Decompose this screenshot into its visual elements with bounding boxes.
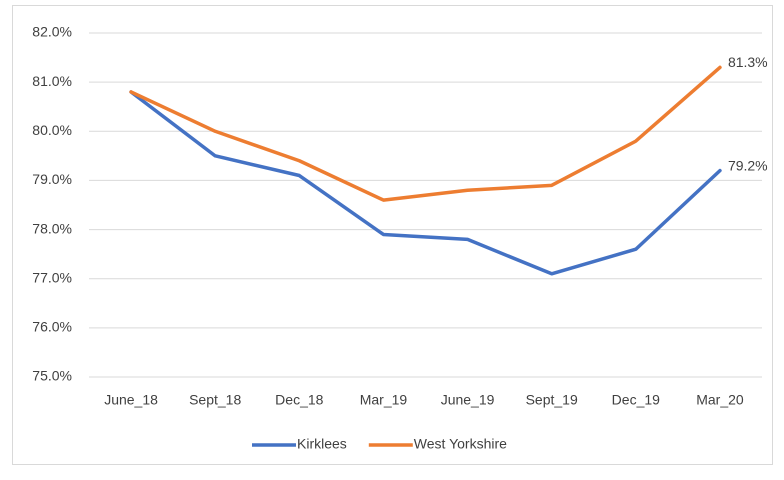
y-tick-label: 80.0% — [32, 122, 72, 138]
y-tick-label: 82.0% — [32, 24, 72, 40]
x-tick-label: Sept_19 — [526, 392, 578, 408]
y-tick-label: 75.0% — [32, 368, 72, 384]
series-line — [129, 65, 722, 202]
data-label: 81.3% — [728, 54, 768, 70]
x-tick-label: Mar_20 — [696, 392, 744, 408]
y-tick-label: 79.0% — [32, 171, 72, 187]
x-tick-label: June_18 — [104, 392, 158, 408]
x-tick-label: Sept_18 — [189, 392, 241, 408]
legend-label: Kirklees — [297, 436, 347, 452]
y-tick-label: 76.0% — [32, 319, 72, 335]
x-tick-label: Mar_19 — [360, 392, 408, 408]
x-tick-label: Dec_19 — [612, 392, 660, 408]
y-tick-label: 77.0% — [32, 269, 72, 285]
data-label: 79.2% — [728, 157, 768, 173]
legend-label: West Yorkshire — [414, 436, 507, 452]
series-line — [129, 90, 722, 276]
x-tick-label: Dec_18 — [275, 392, 323, 408]
y-tick-label: 78.0% — [32, 220, 72, 236]
y-tick-label: 81.0% — [32, 73, 72, 89]
x-tick-label: June_19 — [441, 392, 495, 408]
